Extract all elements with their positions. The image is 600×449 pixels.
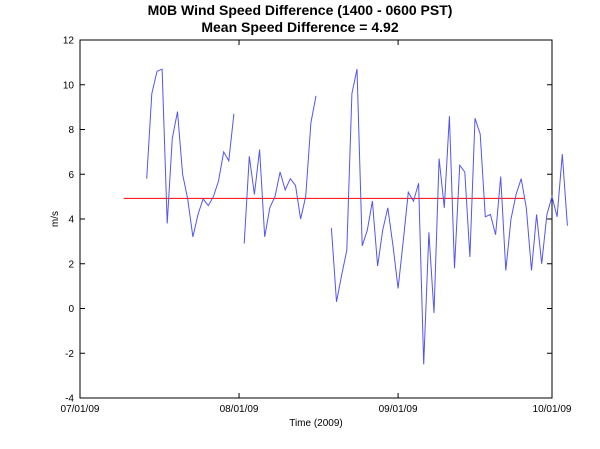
y-tick-label: 4 [68,215,74,226]
series-layer [146,68,568,365]
y-tick-label: -4 [65,394,74,405]
y-axis-label: m/s [50,211,61,227]
chart-title: M0B Wind Speed Difference (1400 - 0600 P… [147,2,453,18]
y-tick-label: 2 [68,259,74,270]
y-tick-label: 0 [68,304,74,315]
y-axis: -4 -2 0 2 4 6 8 10 12 [63,36,552,405]
y-tick-label: 8 [68,125,74,136]
x-axis: 07/01/09 08/01/09 09/01/09 10/01/09 [61,40,572,415]
x-tick-label: 10/01/09 [533,404,572,415]
y-tick-label: -2 [65,349,74,360]
x-tick-label: 07/01/09 [61,404,100,415]
y-tick-label: 12 [63,36,75,47]
y-tick-label: 6 [68,170,74,181]
x-axis-label: Time (2009) [289,418,343,429]
series-line-segment [243,95,317,244]
series-line-segment [330,68,568,365]
plot-area [79,39,553,399]
x-tick-label: 09/01/09 [379,404,418,415]
chart-subtitle: Mean Speed Difference = 4.92 [201,19,399,35]
series-line-segment [146,68,235,238]
x-tick-label: 08/01/09 [220,404,259,415]
y-tick-label: 10 [63,80,75,91]
